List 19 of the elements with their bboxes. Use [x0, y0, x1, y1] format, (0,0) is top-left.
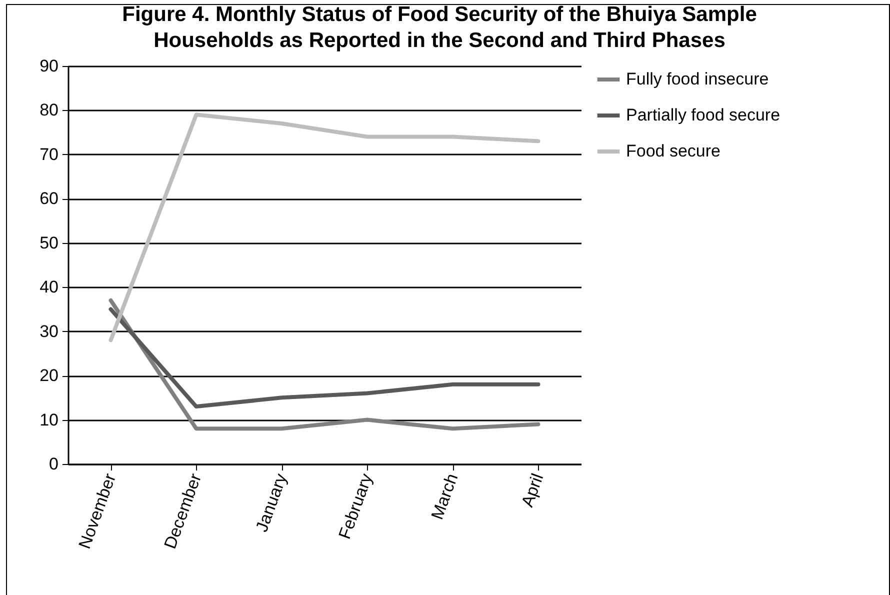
y-tick-label: 0	[49, 454, 58, 474]
y-tick-label: 30	[40, 322, 58, 341]
y-tick-label: 80	[40, 100, 58, 120]
y-tick-label: 50	[40, 233, 58, 252]
line-series	[108, 298, 540, 431]
y-tick-label: 40	[40, 278, 58, 297]
line-series	[108, 112, 540, 342]
x-tick-label: March	[428, 471, 462, 522]
y-tick-label: 20	[40, 366, 58, 386]
line-series	[108, 307, 540, 409]
y-tick-label: 70	[40, 144, 58, 164]
y-tick-label: 90	[40, 56, 58, 76]
legend-label: Food secure	[626, 142, 720, 160]
y-tick-label: 60	[40, 189, 58, 208]
y-tick-label: 10	[40, 410, 58, 430]
chart-title: Figure 4. Monthly Status of Food Security of the Bhuiya Sample Households as Reported in the Second and Third Phases	[122, 3, 757, 52]
legend-label: Partially food secure	[626, 106, 780, 124]
x-tick-label: April	[518, 471, 548, 510]
legend-label: Fully food insecure	[626, 70, 769, 88]
